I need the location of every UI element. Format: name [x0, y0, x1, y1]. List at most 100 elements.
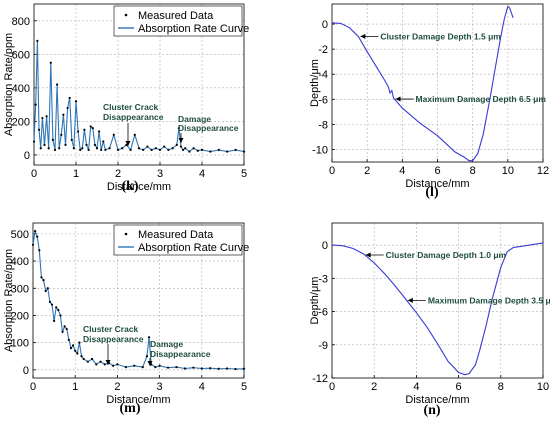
k-data-point	[104, 148, 107, 152]
m-panel-label: (m)	[120, 401, 141, 416]
k-data-point	[150, 148, 153, 152]
m-data-point	[61, 330, 64, 333]
m-data-point	[166, 366, 170, 369]
l-panel-label: (l)	[425, 185, 439, 200]
k-data-point	[51, 138, 55, 141]
k-data-point	[81, 147, 84, 150]
chart-panel-l: 0 2 4 6 8 10 12 0 -2 -4 -6 -8 -10 Distance/mm Depth/μm…	[309, 3, 549, 200]
m-data-point	[36, 235, 39, 238]
n-plot-area	[332, 223, 543, 378]
m-y-axis-label: Absorption Rate/ppm	[3, 249, 15, 352]
k-data-point	[49, 61, 52, 64]
m-plot-frame	[32, 222, 245, 379]
k-data-point	[167, 148, 170, 152]
k-data-point	[60, 133, 63, 136]
m-data-point	[234, 367, 237, 371]
k-data-point	[182, 148, 185, 152]
k-data-point	[87, 148, 90, 152]
k-data-point	[83, 128, 86, 131]
k-data-point	[34, 103, 37, 106]
k-data-point	[196, 149, 199, 152]
m-data-point	[69, 346, 73, 350]
l-x-tick-label: 4	[399, 165, 405, 177]
k-annotation-cluster-crack-1: Cluster Crack	[103, 102, 159, 112]
k-arrow-damage-head	[178, 138, 184, 143]
l-annotation-arrowhead	[395, 96, 401, 102]
m-data-point	[147, 336, 151, 339]
k-data-point	[188, 150, 191, 153]
m-legend-marker-points	[124, 232, 128, 236]
m-data-point	[116, 363, 119, 366]
m-data-point	[154, 366, 157, 369]
n-x-tick-label: 0	[329, 381, 335, 393]
k-y-tick-label: 0	[24, 150, 30, 162]
m-data-point	[74, 349, 77, 352]
k-data-point	[137, 147, 141, 150]
l-y-tick-label: -8	[318, 119, 328, 131]
n-annotation-1: Maximum Damage Depth 3.5 μm	[428, 295, 550, 305]
m-data-point	[48, 300, 51, 303]
l-y-tick-label: -6	[318, 94, 328, 106]
k-data-point	[36, 39, 39, 42]
m-y-tick-label: 300	[11, 283, 29, 295]
k-data-point	[85, 143, 88, 146]
k-data-point	[100, 148, 103, 152]
k-data-point	[53, 148, 57, 152]
k-annotation-damage-1: Damage	[178, 114, 211, 124]
k-x-axis-label: Distance/mm	[107, 181, 171, 193]
m-data-point	[38, 249, 41, 252]
n-y-tick-label: -6	[318, 307, 328, 319]
k-data-point	[158, 148, 162, 152]
k-data-point	[217, 148, 220, 152]
n-x-tick-label: 6	[456, 381, 462, 393]
l-x-tick-label: 2	[364, 165, 370, 177]
m-annotation-cluster-crack-1: Cluster Crack	[83, 324, 139, 334]
chart-panel-n: 0 2 4 6 8 10 0 -3 -6 -9 -12 Distance/mm Depth/μm (n) C…	[309, 222, 550, 418]
m-data-point	[31, 243, 35, 246]
k-data-point	[184, 147, 187, 150]
m-data-point	[53, 319, 56, 322]
k-data-point	[177, 127, 180, 130]
k-data-point	[45, 115, 48, 118]
k-data-point	[112, 133, 115, 136]
k-data-point	[56, 83, 59, 86]
l-x-tick-label: 12	[537, 165, 549, 177]
k-data-point	[146, 145, 149, 148]
m-data-point	[200, 367, 203, 370]
k-data-point	[74, 100, 78, 103]
m-data-point	[46, 287, 49, 290]
n-panel-label: (n)	[423, 403, 440, 418]
m-data-point	[103, 363, 106, 366]
l-y-tick-label: 0	[322, 19, 328, 31]
l-annotation-arrowhead	[360, 33, 366, 39]
k-data-point	[66, 106, 69, 110]
m-data-point	[217, 367, 220, 370]
m-data-point	[226, 367, 229, 370]
m-x-tick-label: 0	[30, 381, 36, 393]
m-data-point	[34, 230, 37, 233]
k-data-point	[226, 150, 229, 153]
k-annotation-cluster-crack-2: Disappearance	[103, 112, 164, 122]
k-annotation-damage-2: Disappearance	[178, 123, 239, 133]
m-data-point	[80, 355, 83, 358]
m-data-point	[86, 360, 89, 363]
k-x-tick-label: 0	[31, 168, 37, 180]
k-data-point	[242, 150, 246, 153]
m-y-tick-label: 500	[11, 229, 29, 241]
m-arrow-damage-head	[147, 361, 153, 366]
l-series-line	[331, 5, 514, 162]
k-data-point	[209, 150, 212, 153]
l-annotation-0: Cluster Damage Depth 1.5 μm	[380, 31, 501, 41]
l-plot-area	[332, 4, 543, 162]
m-data-point	[57, 308, 60, 312]
l-plot-frame	[331, 3, 544, 163]
k-data-point	[58, 147, 61, 150]
m-data-point	[99, 360, 102, 363]
k-data-point	[179, 145, 183, 148]
k-data-point	[98, 130, 101, 133]
m-x-tick-label: 2	[114, 381, 120, 393]
m-data-point	[44, 289, 47, 293]
m-data-point	[82, 357, 85, 361]
k-data-point	[154, 147, 157, 150]
k-data-point	[102, 140, 105, 143]
